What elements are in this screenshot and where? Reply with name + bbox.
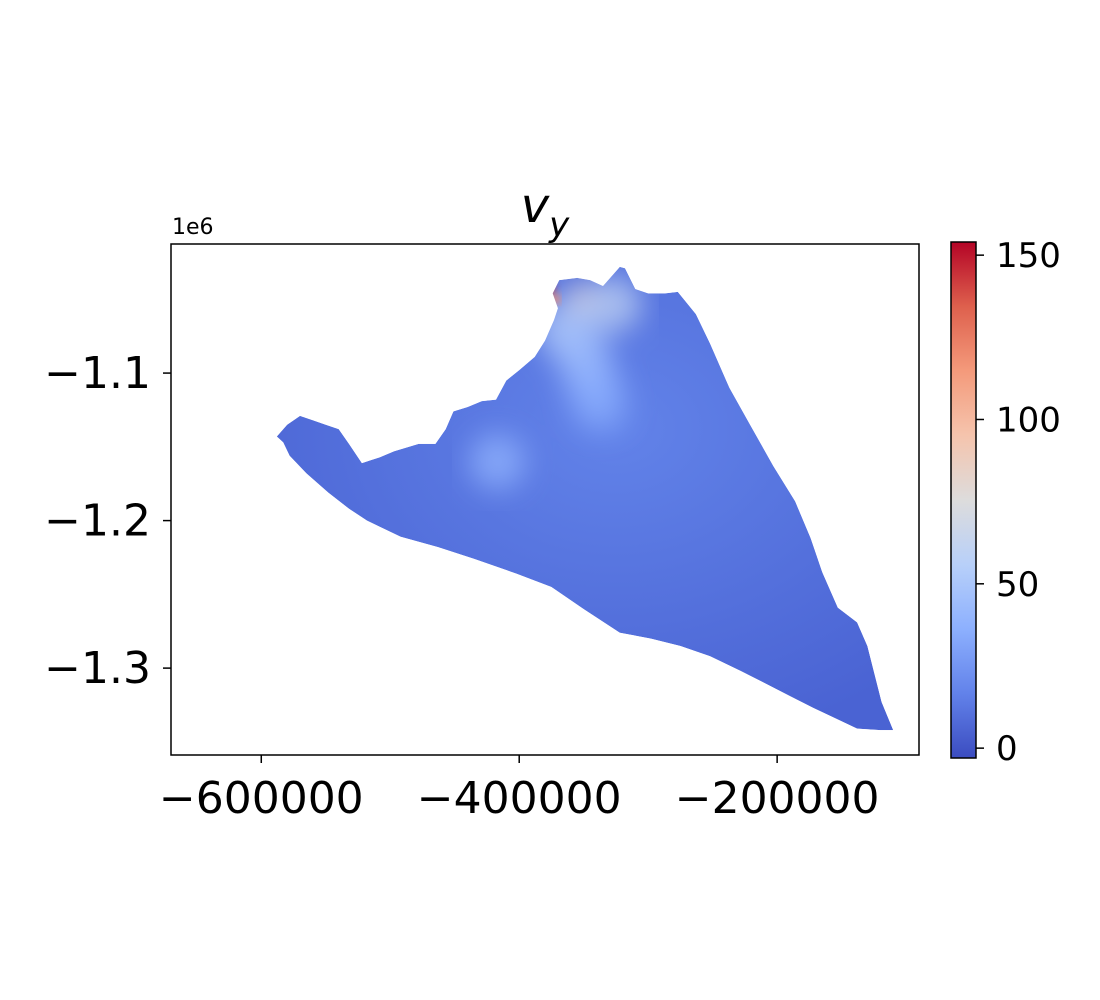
colorbar-ticks: 0 50 100 150 <box>976 236 1061 769</box>
velocity-feature-7 <box>571 374 628 431</box>
plot-area <box>170 243 920 756</box>
colorbar-tick-label-1: 50 <box>996 565 1039 605</box>
chart-title-subscript: y <box>548 205 570 245</box>
colorbar-gradient <box>950 241 977 759</box>
colorbar-tick-label-3: 150 <box>996 236 1061 276</box>
velocity-field-domain <box>276 266 894 731</box>
y-offset-label: 1e6 <box>172 215 214 240</box>
colorbar-tick-label-2: 100 <box>996 400 1061 440</box>
velocity-feature-8 <box>469 433 526 490</box>
y-tick-label-1: −1.2 <box>44 496 151 547</box>
colorbar-tick-label-0: 0 <box>996 729 1018 769</box>
velocity-feature-0 <box>544 284 555 294</box>
chart-title: vy <box>521 178 570 245</box>
x-axis: −600000 −400000 −200000 <box>159 755 880 824</box>
x-tick-label-2: −200000 <box>675 773 880 824</box>
velocity-feature-3 <box>585 275 642 332</box>
y-tick-label-0: −1.1 <box>44 348 151 399</box>
x-tick-label-0: −600000 <box>159 773 364 824</box>
y-axis: −1.1 −1.2 −1.3 <box>44 348 171 694</box>
y-tick-label-2: −1.3 <box>44 643 151 694</box>
colorbar: 0 50 100 150 <box>950 236 1061 769</box>
velocity-feature-1 <box>550 294 561 305</box>
axes-frame <box>170 243 920 756</box>
x-tick-label-1: −400000 <box>417 773 622 824</box>
